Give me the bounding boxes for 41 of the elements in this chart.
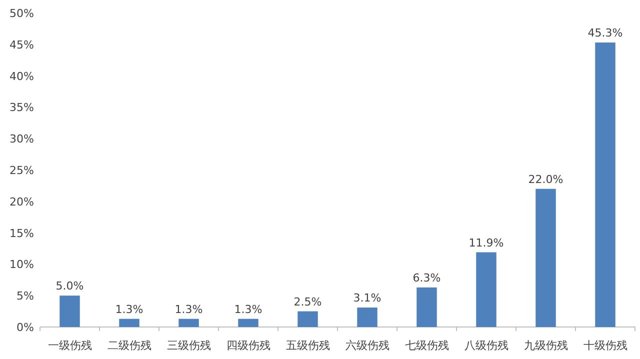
y-tick-label: 40% xyxy=(10,70,34,83)
y-tick-label: 50% xyxy=(10,7,34,20)
y-tick-label: 10% xyxy=(10,258,34,272)
y-tick-label: 15% xyxy=(10,226,34,240)
x-tick-label: 七级伤残 xyxy=(404,339,449,352)
y-tick-label: 30% xyxy=(10,132,34,146)
data-label: 2.5% xyxy=(294,295,322,308)
data-label: 1.3% xyxy=(115,302,144,316)
bar xyxy=(476,252,496,327)
y-tick-label: 45% xyxy=(10,38,34,52)
x-tick-label: 九级伤残 xyxy=(524,339,568,352)
x-tick-label: 三级伤残 xyxy=(166,339,211,352)
x-tick-label: 八级伤残 xyxy=(464,339,508,352)
bar xyxy=(119,318,140,327)
data-label: 6.3% xyxy=(412,271,441,284)
x-tick-label: 一级伤残 xyxy=(48,339,92,352)
data-label: 45.3% xyxy=(588,26,623,40)
data-label: 22.0% xyxy=(528,172,564,186)
x-tick-label: 六级伤残 xyxy=(345,339,390,352)
y-tick-label: 5% xyxy=(16,290,34,303)
y-tick-label: 25% xyxy=(10,164,34,177)
data-label: 3.1% xyxy=(353,292,382,305)
data-label: 11.9% xyxy=(468,236,504,250)
x-tick-label: 四级伤残 xyxy=(226,339,270,352)
data-label: 1.3% xyxy=(174,302,203,316)
x-tick-label: 十级伤残 xyxy=(583,339,628,352)
y-tick-label: 0% xyxy=(16,321,34,334)
bar xyxy=(595,42,616,327)
bar xyxy=(536,188,556,327)
x-tick-label: 五级伤残 xyxy=(286,339,330,352)
bar xyxy=(238,318,258,327)
bar xyxy=(416,287,437,327)
y-tick-label: 20% xyxy=(10,195,34,208)
bar xyxy=(357,308,378,327)
data-label: 1.3% xyxy=(234,302,262,316)
bar xyxy=(60,296,80,327)
data-label: 5.0% xyxy=(56,280,84,293)
y-tick-label: 35% xyxy=(10,101,34,114)
bar xyxy=(178,318,199,327)
bar xyxy=(298,311,318,327)
x-tick-label: 二级伤残 xyxy=(107,339,152,352)
